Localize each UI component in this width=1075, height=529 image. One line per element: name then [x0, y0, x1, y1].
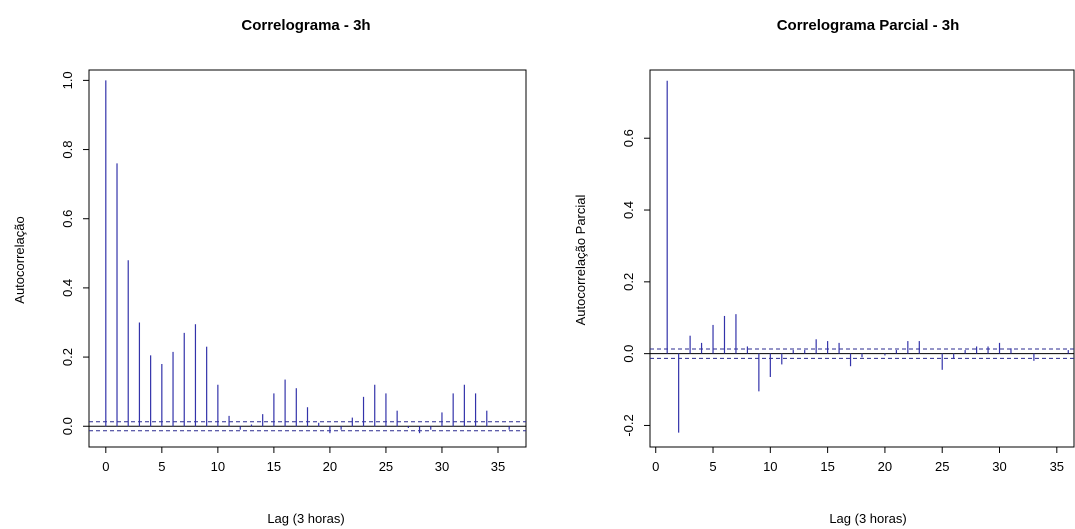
pacf-x-tick-label: 10 [763, 459, 777, 474]
acf-x-axis-label: Lag (3 horas) [267, 511, 344, 526]
pacf-x-tick-label: 30 [992, 459, 1006, 474]
pacf-title: Correlograma Parcial - 3h [777, 17, 960, 34]
acf-x-tick-label: 0 [102, 459, 109, 474]
pacf-x-tick-label: 35 [1050, 459, 1064, 474]
acf-y-tick-label: 0.0 [60, 417, 75, 435]
pacf-plot-frame [649, 69, 1075, 448]
pacf-x-tick-label: 15 [820, 459, 834, 474]
acf-title: Correlograma - 3h [241, 17, 370, 34]
pacf-x-tick-label: 25 [935, 459, 949, 474]
acf-y-tick-label: 0.2 [60, 348, 75, 366]
acf-y-tick-label: 1.0 [60, 71, 75, 89]
acf-x-tick-label: 25 [379, 459, 393, 474]
acf-y-tick-label: 0.8 [60, 141, 75, 159]
pacf-x-axis-label: Lag (3 horas) [829, 511, 906, 526]
acf-x-tick-label: 5 [158, 459, 165, 474]
acf-y-tick-label: 0.4 [60, 279, 75, 297]
acf-x-tick-label: 15 [267, 459, 281, 474]
pacf-y-tick-label: 0.2 [621, 273, 636, 291]
pacf-y-axis-label: Autocorrelação Parcial [573, 194, 588, 325]
pacf-y-tick-label: 0.4 [621, 201, 636, 219]
pacf-panel: Correlograma Parcial - 3h Lag (3 horas) … [573, 17, 1075, 526]
pacf-x-tick-label: 0 [652, 459, 659, 474]
acf-x-tick-label: 20 [323, 459, 337, 474]
acf-x-tick-label: 10 [211, 459, 225, 474]
acf-y-axis-label: Autocorrelação [12, 216, 27, 303]
acf-plot-frame [88, 69, 527, 448]
acf-x-tick-label: 30 [435, 459, 449, 474]
pacf-y-tick-label: -0.2 [621, 414, 636, 436]
acf-panel: Correlograma - 3h Lag (3 horas) Autocorr… [12, 17, 527, 526]
pacf-y-tick-label: 0.0 [621, 345, 636, 363]
pacf-y-tick-label: 0.6 [621, 129, 636, 147]
acf-x-tick-label: 35 [491, 459, 505, 474]
acf-y-tick-label: 0.6 [60, 210, 75, 228]
pacf-x-tick-label: 5 [709, 459, 716, 474]
pacf-x-tick-label: 20 [878, 459, 892, 474]
